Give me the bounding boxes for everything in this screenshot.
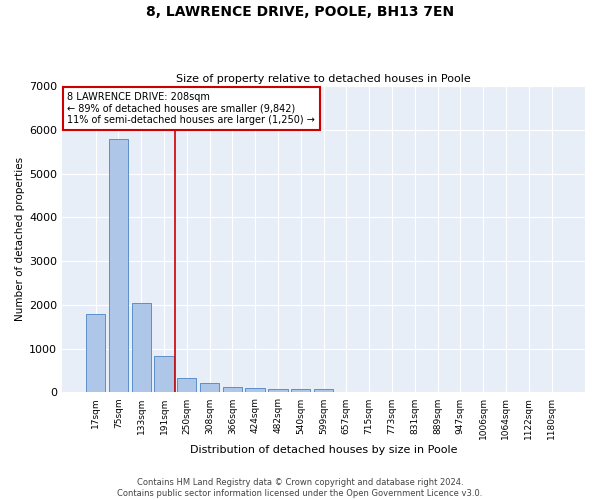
X-axis label: Distribution of detached houses by size in Poole: Distribution of detached houses by size … — [190, 445, 457, 455]
Bar — [131, 303, 151, 392]
Bar — [109, 138, 128, 392]
Bar — [200, 383, 219, 392]
Text: 8 LAWRENCE DRIVE: 208sqm
← 89% of detached houses are smaller (9,842)
11% of sem: 8 LAWRENCE DRIVE: 208sqm ← 89% of detach… — [67, 92, 315, 126]
Bar — [268, 389, 287, 392]
Bar — [177, 378, 196, 392]
Bar — [291, 390, 310, 392]
Bar — [223, 387, 242, 392]
Text: 8, LAWRENCE DRIVE, POOLE, BH13 7EN: 8, LAWRENCE DRIVE, POOLE, BH13 7EN — [146, 5, 454, 19]
Text: Contains HM Land Registry data © Crown copyright and database right 2024.
Contai: Contains HM Land Registry data © Crown c… — [118, 478, 482, 498]
Title: Size of property relative to detached houses in Poole: Size of property relative to detached ho… — [176, 74, 471, 84]
Bar — [154, 356, 173, 393]
Bar — [86, 314, 105, 392]
Bar — [314, 390, 333, 392]
Y-axis label: Number of detached properties: Number of detached properties — [15, 158, 25, 322]
Bar — [245, 388, 265, 392]
